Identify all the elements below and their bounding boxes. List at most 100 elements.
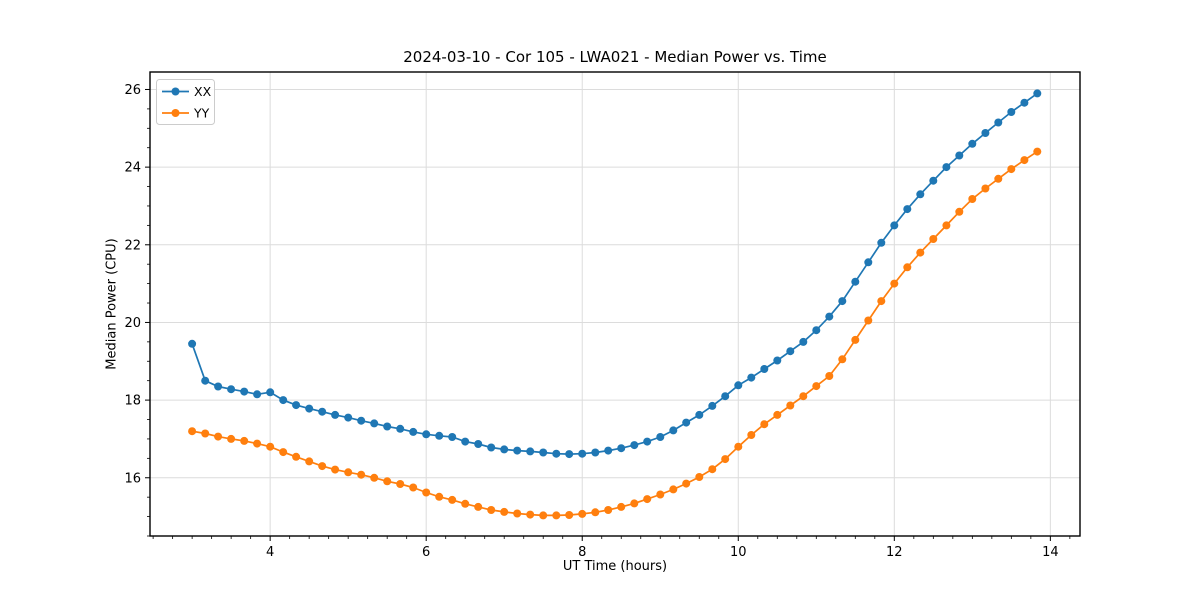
data-point-YY (539, 511, 548, 520)
data-point-YY (786, 401, 795, 410)
data-point-XX (461, 437, 470, 446)
data-point-XX (994, 118, 1003, 127)
data-point-YY (305, 457, 314, 466)
data-point-XX (929, 176, 938, 185)
data-point-YY (916, 248, 925, 257)
data-point-XX (695, 410, 704, 419)
data-point-YY (630, 499, 639, 508)
data-point-XX (825, 312, 834, 321)
data-point-YY (1007, 165, 1016, 174)
series-YY (188, 147, 1042, 520)
data-point-XX (955, 151, 964, 160)
data-point-YY (812, 382, 821, 391)
x-axis-label: UT Time (hours) (562, 559, 668, 574)
data-point-YY (383, 477, 392, 486)
data-point-XX (1007, 108, 1016, 116)
data-point-YY (591, 508, 600, 517)
y-tick-label: 22 (124, 238, 141, 253)
data-point-XX (370, 419, 379, 428)
data-point-YY (708, 465, 717, 474)
data-point-YY (422, 488, 431, 497)
data-point-XX (630, 441, 639, 450)
data-point-XX (552, 449, 561, 458)
data-point-XX (331, 410, 340, 419)
legend-marker-sample (171, 87, 180, 96)
data-point-XX (214, 382, 223, 391)
data-point-YY (448, 495, 457, 504)
data-point-XX (227, 385, 236, 394)
data-point-XX (357, 416, 366, 425)
data-point-XX (656, 433, 665, 441)
data-point-YY (500, 507, 509, 516)
data-point-XX (539, 448, 548, 457)
data-point-YY (721, 455, 730, 464)
data-point-XX (266, 388, 275, 397)
data-point-XX (526, 447, 535, 456)
data-point-XX (708, 401, 717, 410)
data-point-XX (916, 190, 925, 199)
data-point-YY (799, 392, 808, 401)
y-tick-label: 26 (124, 83, 141, 98)
data-point-XX (396, 424, 405, 433)
x-tick-label: 8 (578, 545, 586, 560)
data-point-YY (747, 431, 756, 439)
plot-border (149, 71, 1081, 537)
data-point-YY (669, 485, 678, 494)
data-point-YY (825, 372, 834, 380)
data-point-XX (240, 387, 249, 396)
data-point-YY (695, 473, 704, 481)
data-point-YY (409, 483, 418, 492)
data-point-XX (279, 396, 288, 405)
data-point-YY (344, 468, 353, 477)
data-point-XX (682, 418, 691, 427)
x-tick-label: 4 (266, 545, 274, 560)
data-point-XX (838, 297, 847, 306)
data-point-YY (981, 184, 990, 193)
data-point-XX (383, 422, 392, 431)
data-point-XX (968, 139, 977, 148)
data-point-XX (604, 446, 613, 455)
data-point-XX (760, 365, 769, 373)
x-axis-ticks: 4 6 8 10 12 14 (266, 536, 1059, 560)
data-point-XX (578, 449, 587, 458)
data-point-YY (1033, 147, 1042, 156)
data-point-XX (1033, 89, 1042, 98)
data-point-XX (253, 390, 262, 399)
data-point-XX (643, 437, 652, 446)
x-tick-label: 14 (1042, 545, 1059, 560)
data-point-XX (981, 129, 990, 137)
data-point-XX (500, 445, 509, 454)
data-point-XX (565, 450, 574, 459)
data-point-YY (942, 221, 951, 230)
data-point-YY (552, 511, 561, 520)
data-point-YY (890, 279, 899, 288)
data-point-YY (643, 495, 652, 504)
x-tick-label: 10 (730, 545, 747, 560)
data-point-YY (357, 470, 366, 479)
x-tick-label: 6 (422, 545, 430, 560)
data-point-XX (409, 427, 418, 436)
data-point-XX (669, 426, 678, 435)
data-point-YY (266, 442, 275, 451)
data-point-YY (396, 480, 405, 488)
data-point-YY (331, 465, 340, 474)
data-point-YY (955, 207, 964, 216)
data-point-XX (474, 440, 483, 448)
data-point-YY (877, 297, 886, 306)
legend-marker-sample (171, 109, 180, 117)
data-point-XX (201, 376, 210, 385)
minor-ticks (147, 108, 1071, 539)
data-point-YY (968, 195, 977, 203)
data-point-YY (474, 502, 483, 511)
data-point-YY (227, 434, 236, 443)
data-point-XX (877, 238, 886, 247)
data-point-YY (617, 502, 626, 511)
data-point-YY (487, 506, 496, 514)
legend-label-XX: XX (194, 84, 212, 99)
legend: XX YY (156, 79, 215, 125)
data-point-YY (461, 499, 470, 508)
data-point-XX (487, 443, 496, 452)
y-tick-label: 24 (124, 161, 141, 176)
data-point-YY (201, 429, 210, 438)
